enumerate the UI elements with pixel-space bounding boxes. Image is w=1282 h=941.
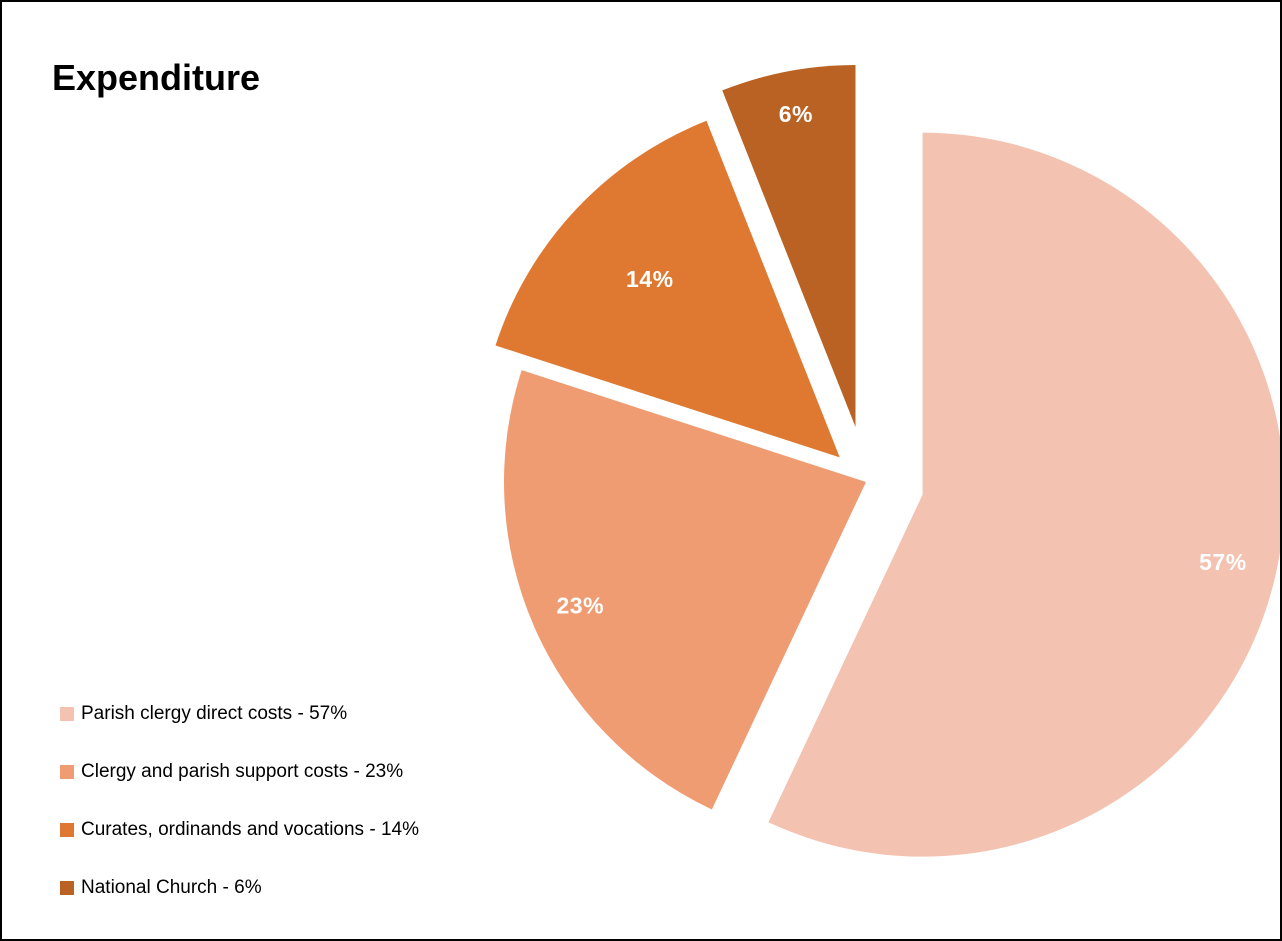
- legend-label: Parish clergy direct costs - 57%: [81, 703, 348, 724]
- legend: Parish clergy direct costs - 57% Clergy …: [60, 702, 419, 934]
- slice-parish-clergy: [768, 132, 1280, 857]
- legend-item: Parish clergy direct costs - 57%: [60, 702, 419, 726]
- slice-curates: [495, 120, 840, 458]
- data-label: 6%: [779, 101, 813, 127]
- legend-label: Curates, ordinands and vocations - 14%: [81, 819, 419, 840]
- legend-swatch: [60, 707, 74, 721]
- legend-swatch: [60, 881, 74, 895]
- chart-title: Expenditure: [52, 57, 261, 98]
- slice-clergy-support: [503, 370, 866, 810]
- legend-item: Curates, ordinands and vocations - 14%: [60, 818, 419, 842]
- slice-national-church: [722, 64, 856, 427]
- data-label: 23%: [557, 593, 605, 619]
- legend-item: National Church - 6%: [60, 876, 419, 900]
- data-label: 14%: [626, 266, 674, 292]
- legend-item: Clergy and parish support costs - 23%: [60, 760, 419, 784]
- legend-swatch: [60, 823, 74, 837]
- data-label: 57%: [1199, 549, 1247, 575]
- legend-label: Clergy and parish support costs - 23%: [81, 761, 404, 782]
- legend-swatch: [60, 765, 74, 779]
- legend-label: National Church - 6%: [81, 877, 262, 898]
